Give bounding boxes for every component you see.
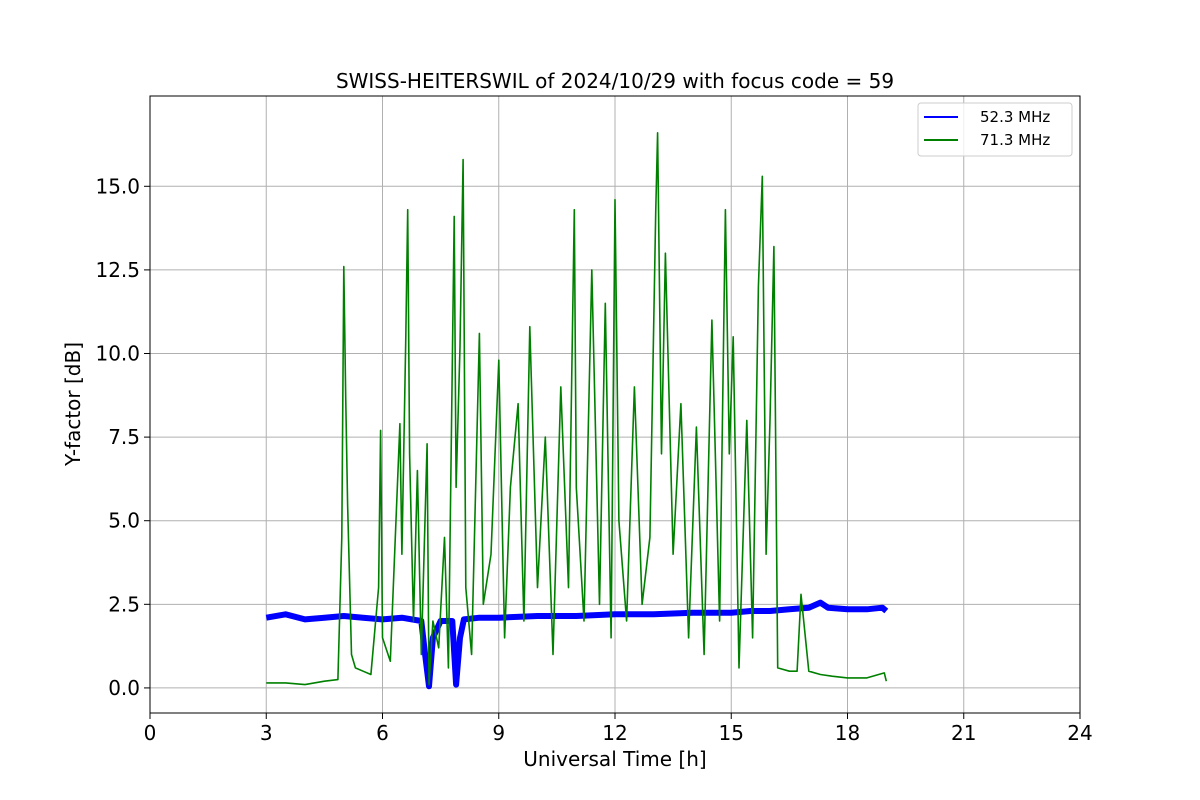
y-axis-label: Y-factor [dB] bbox=[61, 342, 85, 467]
x-tick-label: 9 bbox=[492, 721, 505, 745]
series-layer bbox=[265, 132, 889, 690]
x-tick-label: 3 bbox=[260, 721, 273, 745]
x-tick-label: 21 bbox=[951, 721, 976, 745]
x-tick-label: 6 bbox=[376, 721, 389, 745]
x-tick-label: 12 bbox=[602, 721, 627, 745]
x-tick-label: 24 bbox=[1067, 721, 1092, 745]
y-tick-label: 10.0 bbox=[95, 342, 140, 366]
x-axis-ticks: 0 3 6 9 12 15 18 21 24 bbox=[144, 713, 1093, 745]
y-tick-label: 2.5 bbox=[108, 592, 140, 616]
y-tick-label: 15.0 bbox=[95, 174, 140, 198]
y-axis-ticks: 0.0 2.5 5.0 7.5 10.0 12.5 15.0 bbox=[95, 174, 150, 700]
legend-label-71-mhz: 71.3 MHz bbox=[980, 131, 1050, 149]
y-tick-label: 5.0 bbox=[108, 509, 140, 533]
x-axis-label: Universal Time [h] bbox=[523, 747, 706, 771]
x-tick-label: 15 bbox=[719, 721, 744, 745]
y-tick-label: 12.5 bbox=[95, 258, 140, 282]
chart-title: SWISS-HEITERSWIL of 2024/10/29 with focu… bbox=[336, 69, 894, 93]
x-tick-label: 0 bbox=[144, 721, 157, 745]
legend: 52.3 MHz 71.3 MHz bbox=[917, 102, 1073, 157]
legend-label-52-mhz: 52.3 MHz bbox=[980, 108, 1050, 126]
y-tick-label: 0.0 bbox=[108, 676, 140, 700]
x-tick-label: 18 bbox=[835, 721, 860, 745]
y-tick-label: 7.5 bbox=[108, 425, 140, 449]
series-line-71-mhz bbox=[266, 132, 888, 686]
